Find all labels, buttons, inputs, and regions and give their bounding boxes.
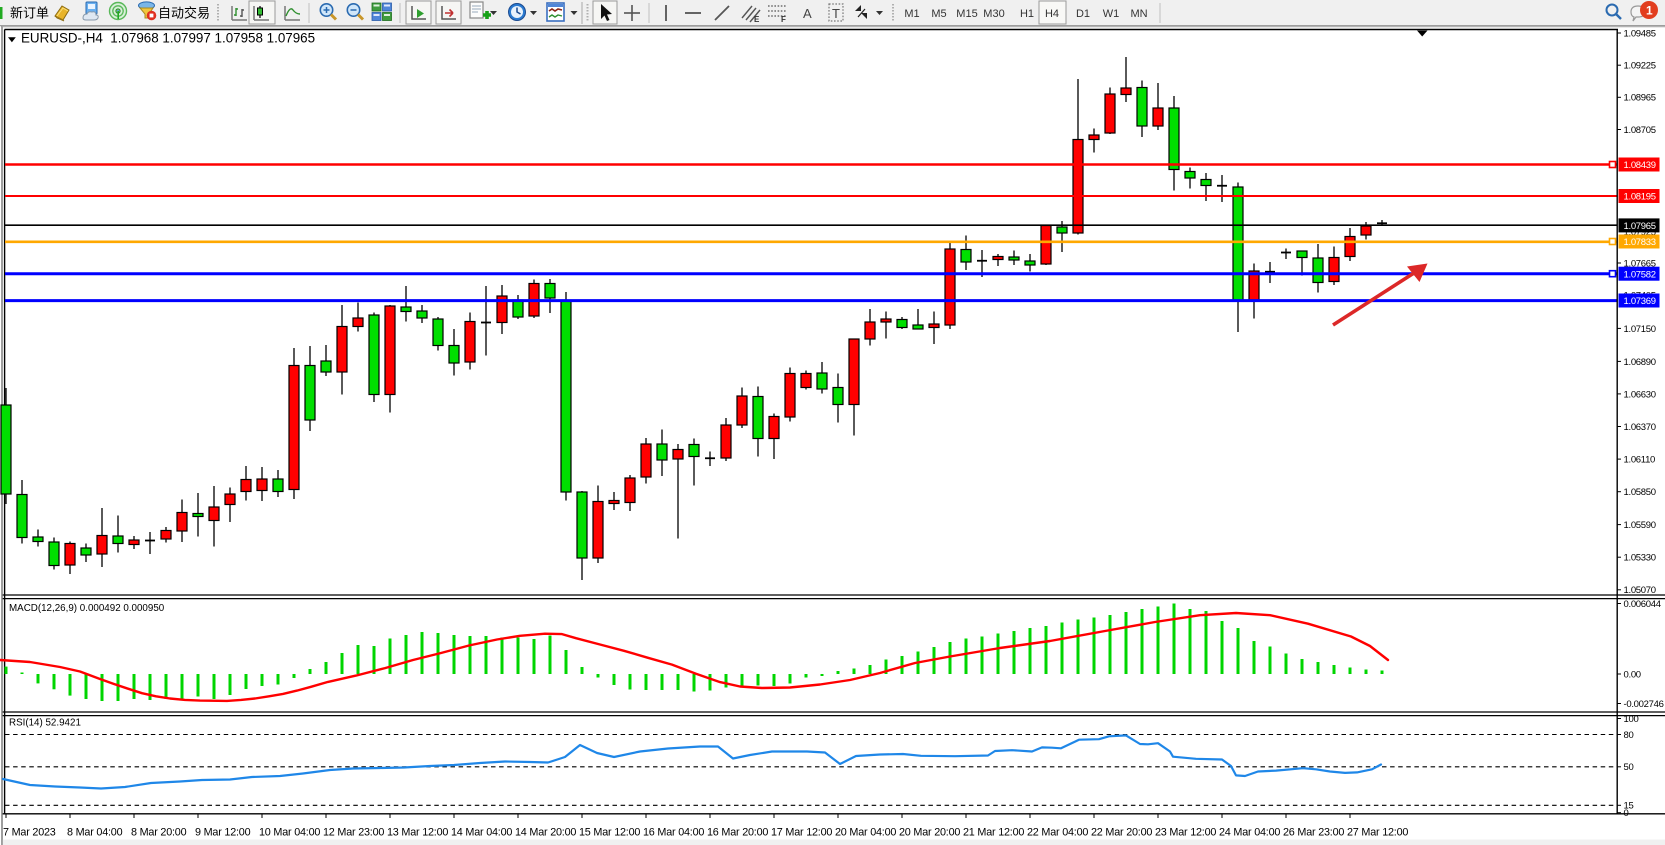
svg-text:15: 15	[1624, 801, 1634, 812]
svg-text:1.05330: 1.05330	[1624, 553, 1656, 564]
svg-text:H4: H4	[1045, 8, 1059, 20]
svg-text:1.05070: 1.05070	[1624, 585, 1656, 596]
svg-text:20 Mar 20:00: 20 Mar 20:00	[899, 827, 960, 839]
svg-text:24 Mar 04:00: 24 Mar 04:00	[1219, 827, 1280, 839]
svg-text:E: E	[754, 15, 760, 24]
svg-text:14 Mar 04:00: 14 Mar 04:00	[451, 827, 512, 839]
svg-text:1.08965: 1.08965	[1624, 93, 1656, 104]
svg-text:27 Mar 12:00: 27 Mar 12:00	[1347, 827, 1408, 839]
svg-text:9 Mar 12:00: 9 Mar 12:00	[195, 827, 251, 839]
svg-text:1.07833: 1.07833	[1624, 237, 1656, 248]
svg-text:0: 0	[1624, 808, 1629, 819]
svg-text:7 Mar 2023: 7 Mar 2023	[3, 827, 56, 839]
svg-text:1: 1	[1646, 4, 1653, 18]
svg-text:M5: M5	[931, 8, 946, 20]
svg-text:RSI(14) 52.9421: RSI(14) 52.9421	[9, 718, 81, 729]
svg-text:23 Mar 12:00: 23 Mar 12:00	[1155, 827, 1216, 839]
svg-text:D1: D1	[1076, 8, 1090, 20]
svg-text:1.06630: 1.06630	[1624, 389, 1656, 400]
svg-text:1.06110: 1.06110	[1624, 455, 1656, 466]
svg-text:1.08195: 1.08195	[1624, 192, 1656, 203]
svg-text:80: 80	[1624, 730, 1634, 741]
svg-text:M15: M15	[956, 8, 977, 20]
svg-text:22 Mar 20:00: 22 Mar 20:00	[1091, 827, 1152, 839]
svg-text:26 Mar 23:00: 26 Mar 23:00	[1283, 827, 1344, 839]
svg-text:新订单: 新订单	[10, 6, 49, 21]
svg-text:T: T	[832, 6, 840, 21]
svg-text:100: 100	[1624, 714, 1639, 725]
svg-text:EURUSD-,H4 1.07968 1.07997 1.: EURUSD-,H4 1.07968 1.07997 1.07958 1.079…	[21, 31, 315, 46]
svg-text:1.06370: 1.06370	[1624, 422, 1656, 433]
svg-text:M1: M1	[904, 8, 919, 20]
svg-text:14 Mar 20:00: 14 Mar 20:00	[515, 827, 576, 839]
svg-text:H1: H1	[1020, 8, 1034, 20]
svg-text:1.07965: 1.07965	[1624, 221, 1656, 232]
svg-text:0.00: 0.00	[1624, 669, 1641, 680]
svg-text:16 Mar 04:00: 16 Mar 04:00	[643, 827, 704, 839]
svg-text:15 Mar 12:00: 15 Mar 12:00	[579, 827, 640, 839]
svg-text:0.006044: 0.006044	[1624, 599, 1661, 610]
svg-text:12 Mar 23:00: 12 Mar 23:00	[323, 827, 384, 839]
svg-text:1.08705: 1.08705	[1624, 125, 1656, 136]
svg-text:17 Mar 12:00: 17 Mar 12:00	[771, 827, 832, 839]
svg-text:1.06890: 1.06890	[1624, 357, 1656, 368]
svg-text:1.07665: 1.07665	[1624, 258, 1656, 269]
svg-text:自动交易: 自动交易	[158, 6, 210, 21]
svg-text:1.09485: 1.09485	[1624, 28, 1656, 39]
svg-text:1.08439: 1.08439	[1624, 160, 1656, 171]
svg-text:MN: MN	[1130, 8, 1147, 20]
svg-text:21 Mar 12:00: 21 Mar 12:00	[963, 827, 1024, 839]
svg-text:1.05590: 1.05590	[1624, 520, 1656, 531]
svg-text:22 Mar 04:00: 22 Mar 04:00	[1027, 827, 1088, 839]
svg-text:1.07369: 1.07369	[1624, 296, 1656, 307]
svg-text:8 Mar 04:00: 8 Mar 04:00	[67, 827, 123, 839]
svg-text:20 Mar 04:00: 20 Mar 04:00	[835, 827, 896, 839]
svg-text:10 Mar 04:00: 10 Mar 04:00	[259, 827, 320, 839]
svg-text:1.07582: 1.07582	[1624, 269, 1656, 280]
svg-text:W1: W1	[1103, 8, 1120, 20]
svg-text:8 Mar 20:00: 8 Mar 20:00	[131, 827, 187, 839]
svg-text:50: 50	[1624, 762, 1634, 773]
svg-text:16 Mar 20:00: 16 Mar 20:00	[707, 827, 768, 839]
svg-text:1.07150: 1.07150	[1624, 324, 1656, 335]
svg-text:-0.002746: -0.002746	[1624, 699, 1664, 710]
svg-text:M30: M30	[983, 8, 1004, 20]
svg-text:F: F	[781, 15, 786, 24]
svg-text:1.09225: 1.09225	[1624, 61, 1656, 72]
svg-text:13 Mar 12:00: 13 Mar 12:00	[387, 827, 448, 839]
svg-text:MACD(12,26,9) 0.000492 0.00095: MACD(12,26,9) 0.000492 0.000950	[9, 603, 165, 614]
svg-text:1.05850: 1.05850	[1624, 487, 1656, 498]
svg-text:A: A	[803, 6, 812, 21]
